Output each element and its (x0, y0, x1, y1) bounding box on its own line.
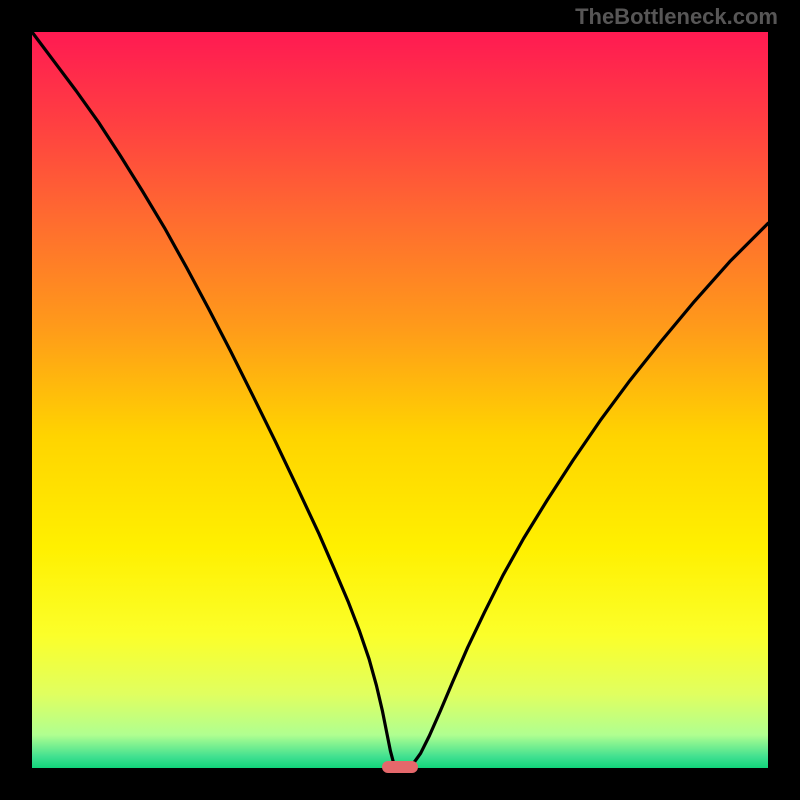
chart-container: TheBottleneck.com (0, 0, 800, 800)
bottleneck-curve (0, 0, 800, 800)
optimal-marker (382, 761, 418, 773)
